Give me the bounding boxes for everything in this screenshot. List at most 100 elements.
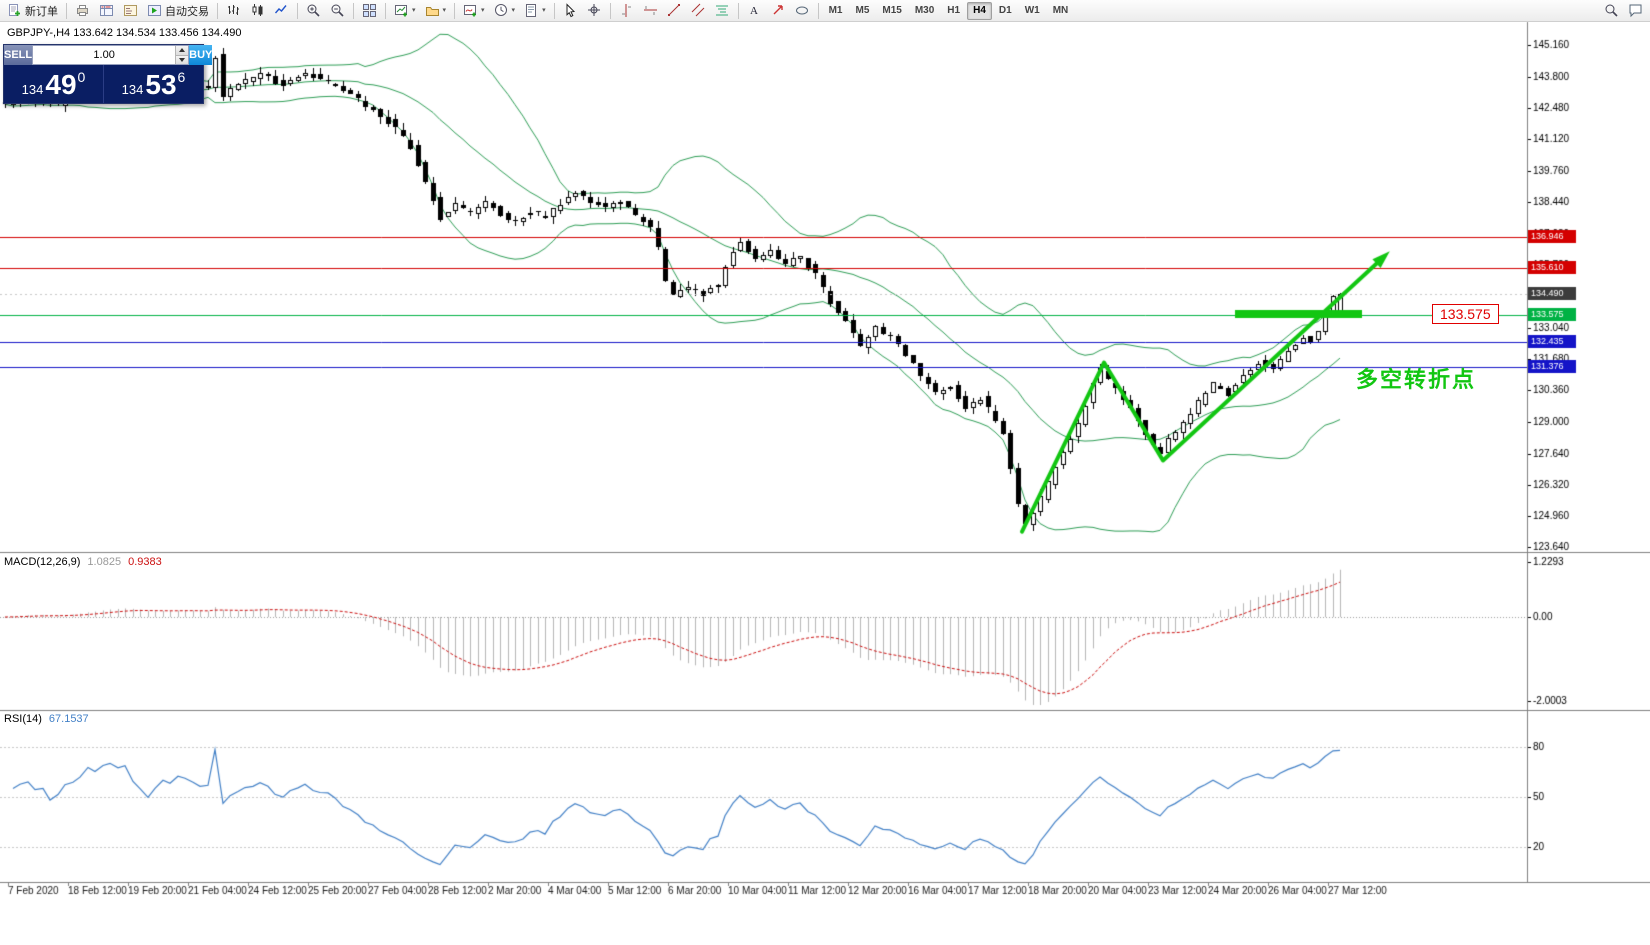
print-button[interactable] (71, 1, 94, 21)
toolbar-separator (217, 2, 218, 19)
navigator-icon (124, 5, 137, 16)
trendline-icon (667, 4, 680, 16)
indicators-button[interactable]: ▾ (459, 1, 489, 21)
new-chart-icon (395, 5, 407, 17)
price-level-tag[interactable]: 133.575 (1432, 304, 1499, 324)
one-click-trading-panel: SELL BUY 134 49 0 134 53 6 (3, 44, 213, 104)
market-watch-icon (100, 5, 113, 16)
templates-button[interactable]: ▾ (520, 1, 550, 21)
timeframe-m15-button[interactable]: M15 (882, 5, 902, 16)
crosshair-button[interactable] (583, 1, 606, 21)
sell-price-prefix: 134 (21, 82, 44, 97)
zoom-out-button[interactable] (326, 1, 349, 21)
tile-windows-icon (363, 4, 376, 17)
sell-price-display[interactable]: 134 49 0 (4, 65, 103, 103)
shapes-button[interactable] (791, 1, 814, 21)
bar-chart-icon (228, 5, 239, 15)
cursor-button[interactable] (559, 1, 582, 21)
symbol-ohlc-label: GBPJPY-,H4 133.642 134.534 133.456 134.4… (7, 27, 242, 39)
new-order-button[interactable]: 新订单 (3, 1, 62, 21)
timeframe-w1-button[interactable]: W1 (1024, 5, 1040, 16)
autotrading-icon (148, 5, 161, 16)
toolbar-separator (454, 2, 456, 19)
timeframe-h4-button[interactable]: H4 (967, 1, 992, 20)
sell-button[interactable]: SELL (4, 45, 33, 65)
autotrading-button[interactable]: 自动交易 (143, 1, 213, 21)
new-chart-button[interactable]: ▾ (390, 1, 420, 21)
timeframe-m1-button[interactable]: M1 (828, 5, 843, 16)
navigator-button[interactable] (119, 1, 142, 21)
caret-down-icon: ▾ (481, 7, 485, 14)
trendline-button[interactable] (663, 1, 686, 21)
caret-down-icon: ▾ (511, 7, 516, 14)
templates-icon (526, 4, 537, 17)
horizontal-line-button[interactable] (639, 1, 662, 21)
bar-chart-button[interactable] (222, 1, 245, 21)
sell-price-pip: 0 (77, 69, 86, 85)
macd-name: MACD(12,26,9) (4, 556, 81, 568)
fibonacci-icon (715, 5, 728, 16)
lot-increase-button[interactable] (176, 46, 189, 56)
toolbar-separator (609, 2, 611, 19)
lot-size-control (32, 45, 190, 65)
zoom-out-icon (331, 4, 344, 17)
buy-price-display[interactable]: 134 53 6 (103, 65, 203, 103)
timeframe-h1-button[interactable]: H1 (947, 5, 961, 16)
caret-down-icon: ▾ (542, 7, 546, 14)
macd-signal-value: 0.9383 (128, 556, 162, 568)
macd-indicator-label: MACD(12,26,9) 1.0825 0.9383 (4, 556, 162, 568)
arrow-tool-icon (773, 5, 783, 15)
lot-spinner (175, 46, 189, 64)
buy-button[interactable]: BUY (189, 45, 213, 65)
new-order-button-label: 新订单 (25, 5, 58, 18)
autotrading-button-label: 自动交易 (165, 5, 209, 18)
timeframe-d1-button[interactable]: D1 (998, 5, 1012, 16)
chat-icon (1629, 4, 1642, 18)
search-button[interactable] (1600, 1, 1623, 21)
caret-down-icon: ▾ (412, 7, 416, 14)
profiles-icon (425, 7, 439, 16)
rsi-indicator-label: RSI(14) 67.1537 (4, 713, 89, 725)
lot-size-input[interactable] (33, 46, 176, 64)
toolbar-separator (297, 2, 298, 19)
lot-decrease-button[interactable] (176, 55, 189, 64)
text-button[interactable]: A (743, 1, 766, 21)
rsi-value: 67.1537 (48, 713, 89, 725)
zoom-in-button[interactable] (302, 1, 325, 21)
toolbar-separator (66, 2, 67, 19)
vline-icon (621, 4, 631, 17)
toolbar: 新订单 自动交易 ▾ ▾ ▾ ▾ ▾ A M1 M5 M15 M30 H1 H4 D1 W1 MN (0, 0, 1650, 22)
toolbar-separator (353, 2, 354, 19)
timeframe-m5-button[interactable]: M5 (855, 5, 870, 16)
periods-button[interactable]: ▾ (490, 1, 520, 21)
market-watch-button[interactable] (95, 1, 118, 21)
fibonacci-button[interactable] (711, 1, 734, 21)
svg-text:A: A (750, 5, 758, 17)
hline-icon (643, 6, 657, 15)
toolbar-separator (385, 2, 386, 19)
toolbar-separator (817, 2, 819, 19)
timeframe-m30-button[interactable]: M30 (914, 5, 935, 16)
periods-icon (494, 4, 507, 16)
new-order-icon (9, 4, 20, 16)
buy-price-pip: 6 (177, 69, 186, 85)
arrows-button[interactable] (767, 1, 790, 21)
toolbar-separator (737, 2, 739, 19)
timeframe-mn-button[interactable]: MN (1052, 5, 1069, 16)
crosshair-icon (587, 4, 600, 16)
tile-windows-button[interactable] (358, 1, 381, 21)
candlestick-chart-button[interactable] (246, 1, 269, 21)
channel-button[interactable] (687, 1, 710, 21)
line-chart-icon (274, 5, 287, 14)
shapes-icon (795, 6, 808, 15)
profiles-button[interactable]: ▾ (421, 1, 451, 21)
chat-button[interactable] (1624, 1, 1647, 21)
vertical-line-button[interactable] (615, 1, 638, 21)
caret-down-icon: ▾ (442, 7, 447, 14)
line-chart-button[interactable] (270, 1, 293, 21)
indicators-icon (464, 5, 477, 17)
turning-point-annotation: 多空转折点 (1356, 367, 1477, 392)
sell-price-main: 49 (45, 68, 77, 100)
